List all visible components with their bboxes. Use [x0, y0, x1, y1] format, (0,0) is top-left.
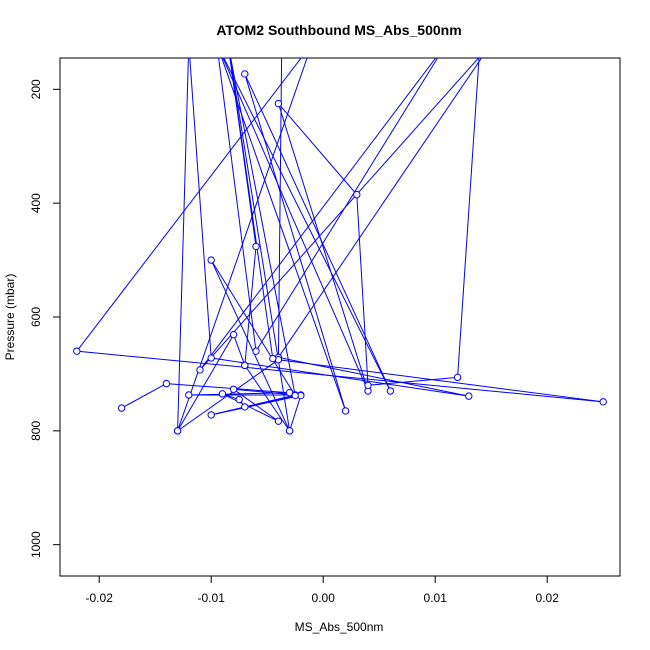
y-axis-title: Pressure (mbar): [3, 274, 17, 361]
y-tick-label: 800: [29, 421, 43, 441]
series-segment: [221, 58, 347, 412]
data-point: [274, 99, 283, 108]
data-point: [269, 354, 277, 363]
data-point: [364, 381, 372, 390]
series-segment: [223, 58, 391, 392]
series-segment: [230, 58, 296, 396]
data-point: [73, 347, 81, 355]
data-point: [229, 330, 238, 339]
data-point: [218, 390, 227, 398]
chart-title: ATOM2 Southbound MS_Abs_500nm: [216, 22, 461, 38]
data-point: [241, 403, 249, 411]
x-tick-label: -0.02: [86, 591, 114, 605]
data-point: [465, 392, 473, 400]
series-segment: [211, 395, 301, 416]
data-point: [207, 256, 215, 264]
data-point: [291, 391, 299, 400]
data-point: [229, 385, 238, 393]
series-segment: [278, 359, 604, 403]
x-tick-label: 0.01: [424, 591, 448, 605]
series-segment: [210, 259, 296, 396]
x-axis-title: MS_Abs_500nm: [295, 620, 384, 634]
data-point: [207, 411, 215, 419]
series-segment: [277, 58, 283, 360]
series-segment: [229, 58, 257, 247]
series-segment: [278, 356, 469, 397]
marker-layer: [73, 70, 607, 435]
y-axis: 200 400 600 800 1000: [29, 79, 60, 558]
y-tick-label: 1000: [29, 531, 43, 558]
series-segment: [367, 376, 458, 386]
series-segment: [210, 259, 291, 432]
series-segment: [244, 246, 257, 366]
series-segment: [233, 334, 246, 366]
series-segment: [211, 357, 469, 397]
y-tick-label: 200: [29, 79, 43, 99]
x-tick-label: -0.01: [198, 591, 226, 605]
series-segment: [229, 58, 291, 431]
data-point: [117, 404, 126, 412]
series-segment: [244, 73, 347, 412]
data-point: [235, 395, 243, 404]
series-segment: [255, 58, 439, 352]
series-segment: [222, 393, 279, 422]
series-segment: [121, 383, 167, 409]
series-segment: [166, 383, 290, 394]
data-point: [453, 373, 462, 382]
series-layer: [76, 58, 604, 432]
data-point: [285, 427, 294, 435]
data-point: [207, 354, 215, 362]
series-segment: [76, 58, 302, 352]
data-point: [173, 427, 182, 435]
series-segment: [189, 58, 212, 359]
series-segment: [244, 73, 391, 392]
data-point: [386, 387, 395, 395]
series-segment: [199, 58, 437, 371]
data-point: [241, 70, 249, 78]
data-point: [599, 398, 607, 406]
series-segment: [244, 365, 291, 432]
data-point: [185, 391, 193, 399]
plot-area: [59, 57, 621, 577]
series-segment: [177, 334, 235, 432]
series-segment: [356, 194, 369, 386]
data-point: [162, 379, 171, 388]
y-tick-label: 400: [29, 193, 43, 213]
series-segment: [177, 359, 279, 432]
series-segment: [457, 58, 480, 378]
x-tick-label: 0.02: [536, 591, 560, 605]
series-segment: [177, 58, 189, 431]
series-segment: [76, 350, 604, 403]
data-point: [252, 242, 260, 251]
x-tick-label: 0.00: [312, 591, 336, 605]
data-point: [252, 347, 260, 355]
series-segment: [277, 103, 369, 392]
series-segment: [289, 395, 302, 431]
series-segment: [222, 58, 369, 392]
y-tick-label: 600: [29, 307, 43, 327]
data-point: [353, 190, 361, 199]
series-segment: [278, 103, 358, 195]
data-point: [241, 361, 249, 370]
data-point: [341, 407, 350, 415]
data-point: [196, 366, 204, 374]
x-axis: -0.02 -0.01 0.00 0.01 0.02: [86, 576, 560, 605]
series-segment: [233, 388, 296, 396]
series-segment: [218, 58, 257, 352]
data-point: [274, 417, 283, 425]
